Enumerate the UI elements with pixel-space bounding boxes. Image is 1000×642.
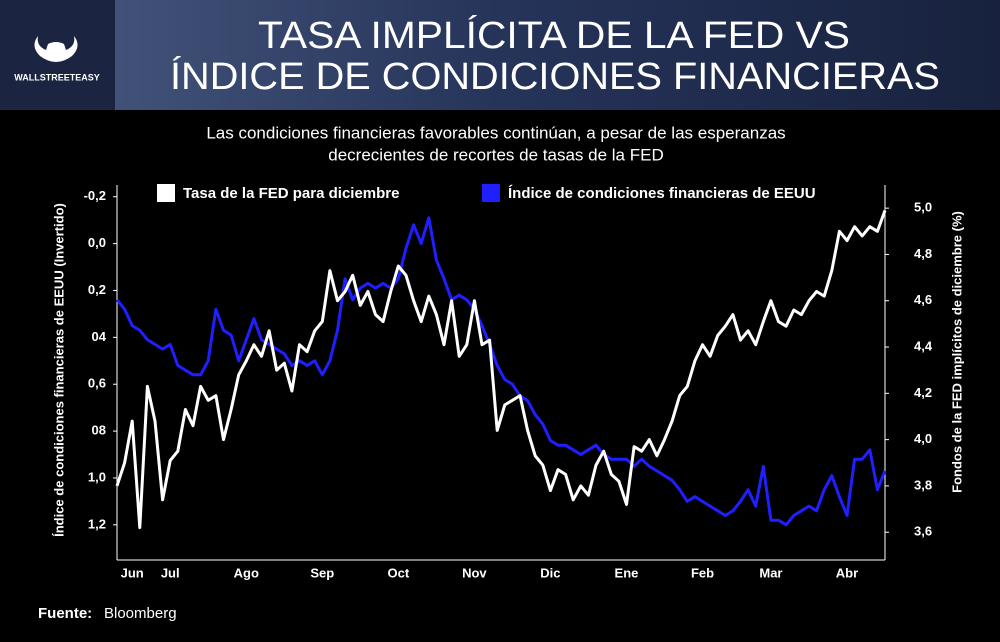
y2-tick-label: 5,0 xyxy=(914,200,932,215)
y-tick-label: 08 xyxy=(92,423,106,438)
chart-subtitle: Las condiciones financieras favorables c… xyxy=(206,123,785,142)
x-tick-label: Sep xyxy=(310,565,334,580)
y2-tick-label: 3,6 xyxy=(914,524,932,539)
chart-title: ÍNDICE DE CONDICIONES FINANCIERAS xyxy=(170,55,940,98)
y2-tick-label: 3,8 xyxy=(914,477,932,492)
header-band xyxy=(0,0,1000,110)
series-line xyxy=(115,209,887,530)
y2-tick-label: 4,4 xyxy=(914,338,933,353)
legend-label: Índice de condiciones financieras de EEU… xyxy=(508,185,816,202)
x-tick-label: Feb xyxy=(691,565,714,580)
legend-swatch xyxy=(482,184,500,202)
legend-label: Tasa de la FED para diciembre xyxy=(183,185,399,202)
x-tick-label: Abr xyxy=(836,565,858,580)
x-tick-label: Ago xyxy=(234,565,259,580)
y-tick-label: 0,0 xyxy=(88,235,106,250)
brand: WALLSTREETEASY xyxy=(14,72,100,82)
logo-icon xyxy=(34,36,78,62)
x-tick-label: Oct xyxy=(388,565,410,580)
y-tick-label: 1,2 xyxy=(88,516,106,531)
y-tick-label: 0,2 xyxy=(88,282,106,297)
y-axis-title: Índice de condiciones financieras de EEU… xyxy=(51,203,66,537)
source-label: Fuente: xyxy=(38,605,92,622)
x-tick-label: Jul xyxy=(161,565,180,580)
y2-tick-label: 4,0 xyxy=(914,431,932,446)
x-tick-label: Ene xyxy=(615,565,639,580)
y2-tick-label: 4,6 xyxy=(914,292,932,307)
x-tick-label: Dic xyxy=(540,565,560,580)
y-tick-label: 04 xyxy=(92,329,107,344)
chart-subtitle: decrecientes de recortes de tasas de la … xyxy=(328,145,663,164)
x-tick-label: Jun xyxy=(121,565,144,580)
x-tick-label: Nov xyxy=(462,565,487,580)
y2-axis-title: Fondos de la FED implícitos de diciembre… xyxy=(949,211,964,493)
chart-title: TASA IMPLÍCITA DE LA FED VS xyxy=(258,14,850,57)
source: Bloomberg xyxy=(104,605,177,622)
y-tick-label: 0,6 xyxy=(88,376,106,391)
y-tick-label: 1,0 xyxy=(88,469,106,484)
y-tick-label: -0,2 xyxy=(84,188,106,203)
legend-swatch xyxy=(157,184,175,202)
x-tick-label: Mar xyxy=(759,565,782,580)
y2-tick-label: 4,2 xyxy=(914,385,932,400)
y2-tick-label: 4,8 xyxy=(914,246,932,261)
series-line xyxy=(115,216,887,527)
